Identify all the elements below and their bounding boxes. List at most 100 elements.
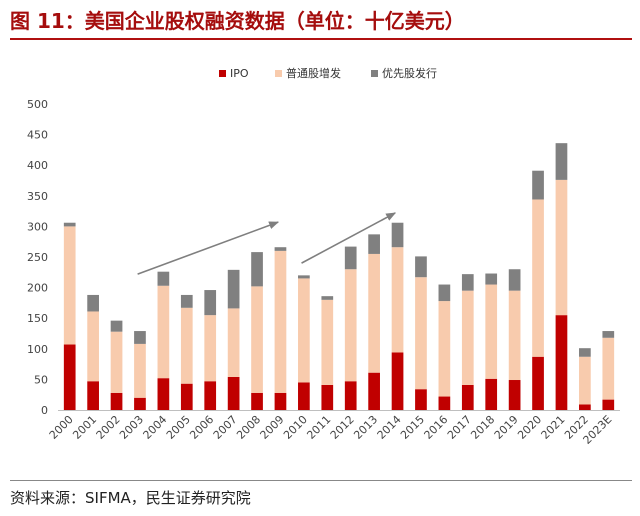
y-tick-label: 500 <box>27 98 48 111</box>
bar-segment-ipo <box>438 396 451 410</box>
bar-segment-preferred-stock <box>204 290 217 316</box>
y-tick-label: 50 <box>34 373 48 386</box>
bar-segment-ipo <box>485 378 498 410</box>
bar-segment-ipo <box>508 380 521 410</box>
x-tick-label: 2005 <box>164 413 193 442</box>
y-tick-label: 450 <box>27 129 48 142</box>
bar-segment-preferred-stock <box>110 320 123 332</box>
bar-segment-preferred-stock <box>485 273 498 285</box>
bar-segment-common-stock <box>391 247 404 353</box>
bar-segment-preferred-stock <box>461 274 474 291</box>
bar-segment-common-stock <box>134 343 146 398</box>
bar-segment-common-stock <box>485 284 498 379</box>
bar-segment-ipo <box>368 372 380 410</box>
x-tick-label: 2008 <box>234 413 263 442</box>
y-tick-label: 300 <box>27 220 48 233</box>
chart-legend: IPO 普通股增发 优先股发行 <box>219 66 437 80</box>
bar-segment-common-stock <box>532 199 544 357</box>
bar-segment-ipo <box>532 356 544 410</box>
bar-segment-preferred-stock <box>532 170 544 200</box>
legend-label: IPO <box>230 67 249 80</box>
y-tick-label: 0 <box>41 404 48 417</box>
bar-segment-preferred-stock <box>87 294 99 312</box>
bar-segment-ipo <box>227 376 240 410</box>
bar-segment-preferred-stock <box>368 234 380 254</box>
bar-segment-ipo <box>461 384 474 410</box>
bar-segment-common-stock <box>602 337 615 400</box>
bar-segment-common-stock <box>157 285 170 379</box>
bar-segment-ipo <box>157 378 170 410</box>
bar-segment-preferred-stock <box>180 294 193 308</box>
source-divider <box>10 480 632 481</box>
bar-segment-common-stock <box>555 179 568 316</box>
x-tick-label: 2006 <box>187 413 216 442</box>
x-tick-label: 2013 <box>351 413 380 442</box>
bar-segment-common-stock <box>274 250 287 393</box>
x-tick-label: 2000 <box>47 413 76 442</box>
bar-segment-ipo <box>180 383 193 410</box>
x-tick-label: 2018 <box>468 413 497 442</box>
bar-segment-common-stock <box>298 278 310 383</box>
bar-segment-preferred-stock <box>321 296 334 300</box>
x-tick-label: 2015 <box>398 413 427 442</box>
x-tick-label: 2004 <box>141 413 170 442</box>
trend-arrow <box>301 212 397 264</box>
x-tick-label: 2007 <box>211 413 240 442</box>
bar-segment-ipo <box>602 399 615 410</box>
figure-title: 图 11：美国企业股权融资数据（单位：十亿美元） <box>10 9 465 33</box>
bar-segment-preferred-stock <box>227 269 240 309</box>
bar-segment-preferred-stock <box>298 275 310 279</box>
bar-segment-preferred-stock <box>63 222 76 227</box>
x-tick-label: 2011 <box>304 413 333 442</box>
bar-segment-common-stock <box>579 356 591 405</box>
bar-segment-common-stock <box>87 311 99 382</box>
x-tick-label: 2001 <box>70 413 99 442</box>
x-tick-label: 2019 <box>492 413 521 442</box>
bar-segment-preferred-stock <box>157 271 170 286</box>
trend-arrows <box>137 212 397 275</box>
x-tick-label: 2003 <box>117 413 146 442</box>
bar-segment-preferred-stock <box>555 143 568 180</box>
bar-segment-common-stock <box>508 290 521 381</box>
bar-segment-ipo <box>344 381 357 410</box>
bar-segment-ipo <box>274 392 287 410</box>
y-tick-label: 150 <box>27 312 48 325</box>
legend-swatch <box>219 70 226 77</box>
legend-swatch <box>371 70 378 77</box>
x-tick-label: 2009 <box>258 413 287 442</box>
legend-swatch <box>275 70 282 77</box>
bar-marks <box>63 143 615 410</box>
trend-arrow <box>137 221 280 275</box>
bar-segment-preferred-stock <box>579 348 591 357</box>
bar-segment-ipo <box>298 382 310 410</box>
y-axis: 0 50 100 150 200 250 300 350 400 450 500 <box>27 98 48 417</box>
x-tick-label: 2010 <box>281 413 310 442</box>
y-tick-label: 400 <box>27 159 48 172</box>
bar-segment-ipo <box>87 381 99 410</box>
bar-segment-preferred-stock <box>602 331 615 338</box>
bar-segment-preferred-stock <box>344 246 357 270</box>
bar-segment-ipo <box>391 352 404 410</box>
bar-segment-ipo <box>555 315 568 410</box>
bar-segment-ipo <box>321 384 334 410</box>
bar-segment-ipo <box>579 404 591 410</box>
bar-segment-ipo <box>204 381 217 410</box>
bar-segment-common-stock <box>368 253 380 373</box>
bar-segment-preferred-stock <box>415 256 427 278</box>
bar-segment-ipo <box>415 389 427 410</box>
source-note: 资料来源：SIFMA，民生证券研究院 <box>10 489 251 507</box>
legend-label: 普通股增发 <box>286 66 341 80</box>
bar-segment-common-stock <box>415 277 427 390</box>
bar-segment-common-stock <box>204 315 217 382</box>
bar-segment-ipo <box>251 392 263 410</box>
bar-segment-preferred-stock <box>438 284 451 302</box>
x-tick-label: 2020 <box>515 413 544 442</box>
y-tick-label: 100 <box>27 343 48 356</box>
x-tick-label: 2014 <box>375 413 404 442</box>
bar-segment-common-stock <box>321 299 334 385</box>
x-tick-label: 2002 <box>94 413 123 442</box>
y-tick-label: 200 <box>27 282 48 295</box>
bar-segment-ipo <box>134 397 146 410</box>
bar-segment-common-stock <box>227 308 240 377</box>
bar-segment-preferred-stock <box>391 222 404 248</box>
